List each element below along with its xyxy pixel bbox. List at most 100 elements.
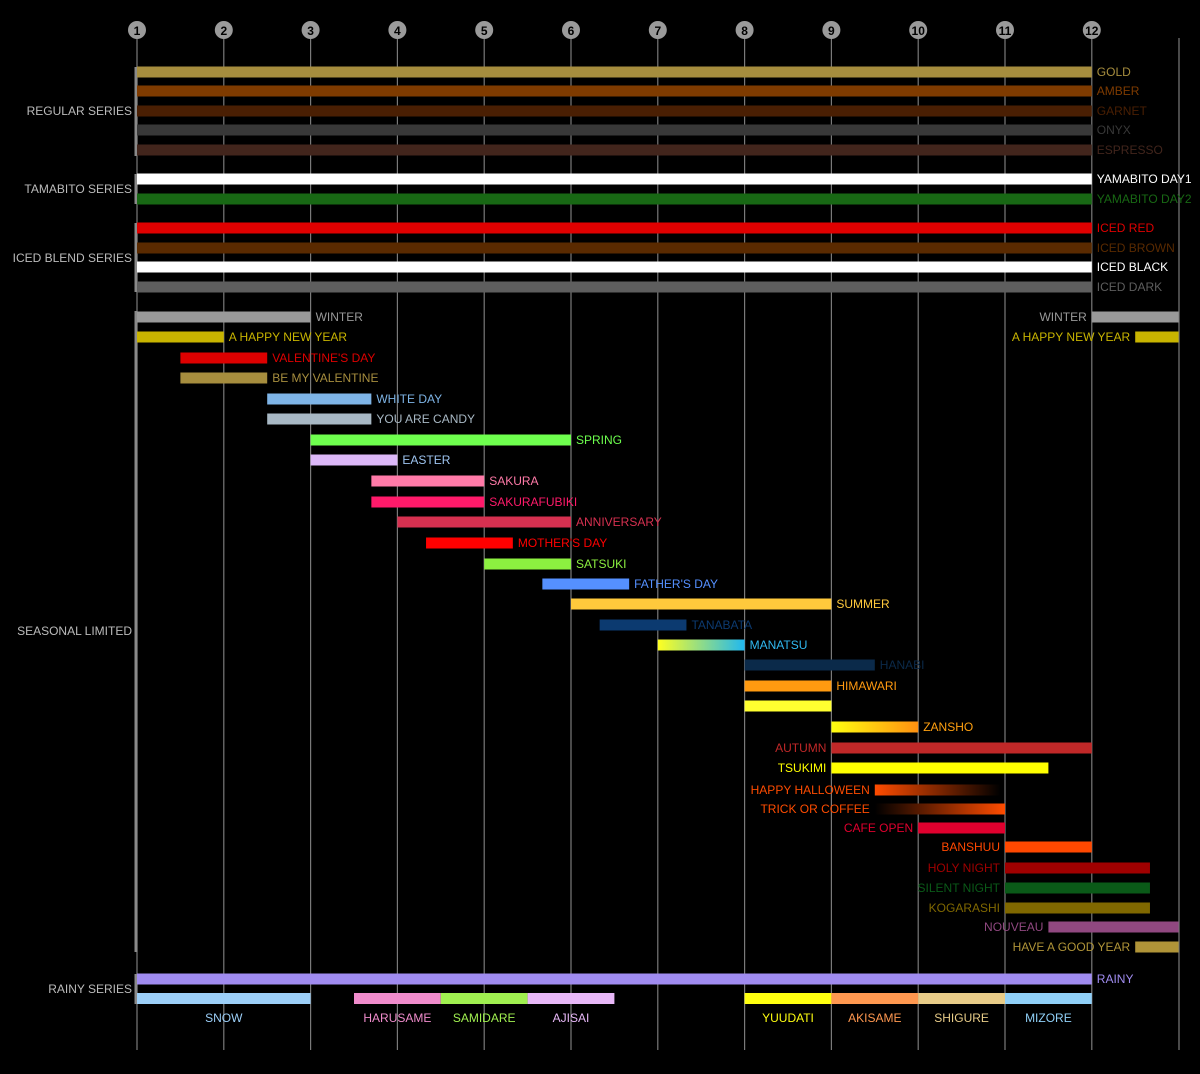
bar-label: TSUKIMI: [778, 761, 827, 775]
rainy-sub-bar: [831, 993, 919, 1004]
bar-father-s-day: [542, 578, 630, 590]
bar-label: ICED DARK: [1097, 280, 1162, 294]
bar-label: YAMABITO DAY1: [1097, 172, 1192, 186]
bar-label: GOLD: [1097, 65, 1131, 79]
bar-you-are-candy: [267, 413, 372, 425]
bar-label: TRICK OR COFFEE: [760, 802, 869, 816]
bar-winter: [1091, 311, 1179, 323]
bar-gold: [137, 66, 1092, 78]
bar-label: A HAPPY NEW YEAR: [1012, 330, 1131, 344]
bar-iced-brown: [137, 242, 1092, 254]
month-tick-label: 7: [654, 24, 661, 38]
group-label: SEASONAL LIMITED: [17, 624, 132, 638]
month-tick-marker: [128, 21, 146, 39]
group-label: ICED BLEND SERIES: [13, 251, 132, 265]
bar-winter: [137, 311, 311, 323]
month-tick-label: 10: [912, 24, 926, 38]
month-tick-marker: [1082, 21, 1101, 39]
month-tick-label: 11: [999, 24, 1012, 38]
rainy-sub-bar: [527, 993, 615, 1004]
bar-label: WINTER: [1039, 310, 1087, 324]
bar-label: NOUVEAU: [984, 920, 1043, 934]
bar-have-a-good-year: [1135, 941, 1179, 953]
bar-spring: [310, 434, 571, 446]
bar-unnamed: [744, 700, 832, 712]
bar-autumn: [831, 742, 1092, 754]
bar-trick-or-coffee: [874, 803, 1005, 815]
bar-yamabito-day2: [137, 193, 1092, 205]
bar-label: ESPRESSO: [1097, 143, 1163, 157]
rainy-sub-bar: [354, 993, 441, 1004]
bar-satsuki: [484, 558, 571, 570]
bar-sakura: [371, 475, 485, 487]
bar-label: SATSUKI: [576, 557, 626, 571]
bar-label: HAVE A GOOD YEAR: [1013, 940, 1131, 954]
rainy-sub-label: MIZORE: [1025, 1011, 1072, 1025]
rainy-sub-label: HARUSAME: [363, 1011, 431, 1025]
bar-label: EASTER: [402, 453, 450, 467]
bar-label: ICED BLACK: [1097, 260, 1168, 274]
rainy-sub-label: YUUDATI: [762, 1011, 814, 1025]
month-tick-marker: [214, 21, 233, 39]
month-tick-label: 9: [828, 24, 835, 38]
bar-label: GARNET: [1097, 104, 1148, 118]
rainy-sub-bar: [440, 993, 528, 1004]
bar-label: YAMABITO DAY2: [1097, 192, 1192, 206]
bar-rainy: [137, 973, 1092, 985]
month-tick-label: 6: [568, 24, 575, 38]
bar-tanabata: [599, 619, 687, 631]
month-tick-marker: [996, 21, 1014, 39]
bar-iced-dark: [137, 281, 1092, 293]
month-tick-marker: [822, 21, 841, 39]
bar-label: SUMMER: [836, 597, 890, 611]
month-tick-label: 4: [394, 24, 401, 38]
bar-anniversary: [397, 516, 571, 528]
month-tick-label: 8: [741, 24, 748, 38]
bar-label: KOGARASHI: [929, 901, 1000, 915]
bar-be-my-valentine: [180, 372, 268, 384]
bar-nouveau: [1048, 921, 1179, 933]
month-tick-marker: [909, 21, 928, 39]
bar-mother-s-day: [426, 537, 513, 549]
rainy-sub-label: SNOW: [205, 1011, 243, 1025]
bar-tsukimi: [831, 762, 1049, 774]
bar-label: SAKURAFUBIKI: [489, 495, 577, 509]
bar-label: MOTHER'S DAY: [518, 536, 607, 550]
bar-label: SILENT NIGHT: [918, 881, 1001, 895]
group-label: RAINY SERIES: [48, 982, 132, 996]
month-tick-label: 12: [1085, 24, 1099, 38]
month-tick-label: 5: [481, 24, 488, 38]
bar-label: YOU ARE CANDY: [376, 412, 475, 426]
bar-label: CAFE OPEN: [844, 821, 913, 835]
bar-yamabito-day1: [137, 173, 1092, 185]
rainy-sub-bar: [1005, 993, 1092, 1004]
bar-valentine-s-day: [180, 352, 268, 364]
rainy-sub-bar: [744, 993, 832, 1004]
bar-silent-night: [1005, 882, 1150, 894]
bar-label: ANNIVERSARY: [576, 515, 662, 529]
bar-himawari: [744, 680, 832, 692]
bar-label: FATHER'S DAY: [634, 577, 718, 591]
bar-label: HIMAWARI: [836, 679, 896, 693]
rainy-sub-bar: [918, 993, 1005, 1004]
bar-espresso: [137, 144, 1092, 156]
bar-amber: [137, 85, 1092, 97]
rainy-sub-label: AJISAI: [553, 1011, 590, 1025]
bar-iced-black: [137, 261, 1092, 273]
bar-label: HAPPY HALLOWEEN: [751, 783, 870, 797]
bar-a-happy-new-year: [1135, 331, 1179, 343]
month-tick-marker: [562, 21, 580, 39]
month-tick-marker: [735, 21, 754, 39]
bar-label: ONYX: [1097, 123, 1131, 137]
bar-onyx: [137, 124, 1092, 136]
month-tick-marker: [475, 21, 494, 39]
bar-label: WHITE DAY: [376, 392, 442, 406]
bar-label: SPRING: [576, 433, 622, 447]
bar-label: ICED RED: [1097, 221, 1155, 235]
bar-label: ICED BROWN: [1097, 241, 1175, 255]
bar-label: HANABI: [880, 658, 925, 672]
bar-cafe-open: [918, 822, 1005, 834]
rainy-sub-label: SHIGURE: [934, 1011, 989, 1025]
month-tick-label: 2: [220, 24, 227, 38]
